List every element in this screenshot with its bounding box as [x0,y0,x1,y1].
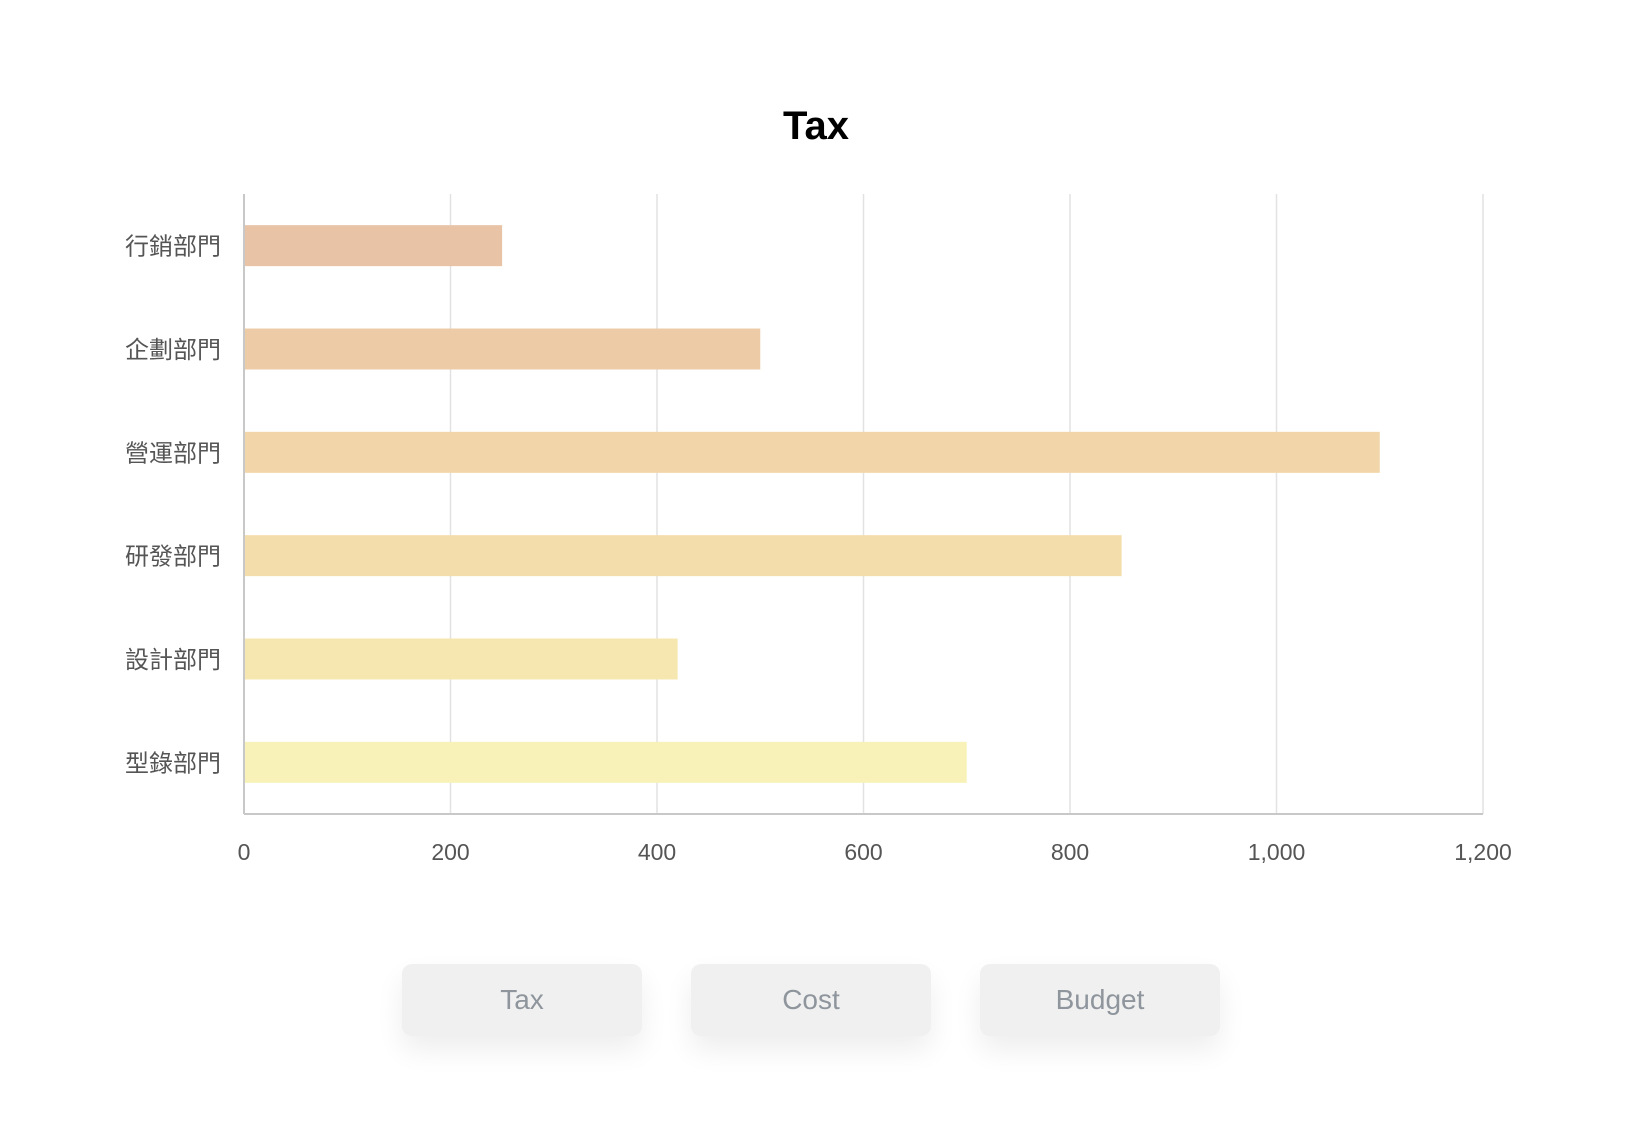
bar-4[interactable] [244,535,1122,577]
y-category-label-5: 設計部門 [125,646,221,674]
grid-lines [449,194,1484,814]
y-category-label-6: 型錄部門 [125,749,221,777]
budget-toggle-button[interactable]: Budget [980,964,1220,1036]
x-tick-label-1000: 1,000 [1248,839,1306,865]
tax-toggle-button[interactable]: Tax [402,964,642,1036]
y-category-label-1: 行銷部門 [125,233,221,261]
bar-chart: 0 200 400 600 800 1,000 1,200 行銷部門企劃部門營運部門研發部門設… [125,194,1512,865]
bar-2[interactable] [244,328,761,370]
chart-title: Tax [783,104,849,148]
y-category-label-2: 企劃部門 [125,336,221,364]
x-tick-label-400: 400 [638,839,676,865]
x-tick-label-200: 200 [431,839,469,865]
x-tick-label-800: 800 [1051,839,1089,865]
labels: 0 200 400 600 800 1,000 1,200 行銷部門企劃部門營運部門研發部門設… [125,233,1512,865]
x-tick-label-600: 600 [844,839,882,865]
dataset-toggle-bar: Tax Cost Budget [0,964,1632,1036]
y-category-label-4: 研發部門 [125,543,221,571]
bar-6[interactable] [244,741,967,783]
x-tick-label-0: 0 [238,839,251,865]
axes [243,194,1483,815]
y-category-label-3: 營運部門 [125,439,221,467]
bar-5[interactable] [244,638,678,680]
cost-toggle-button[interactable]: Cost [691,964,931,1036]
bars [244,225,1380,783]
bar-1[interactable] [244,225,503,267]
bar-3[interactable] [244,431,1380,473]
x-tick-label-1200: 1,200 [1454,839,1512,865]
